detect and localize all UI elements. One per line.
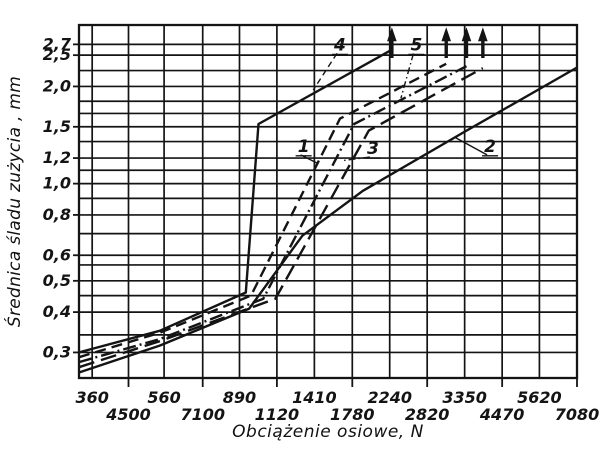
x-axis-title: Obciążenie osiowe, N — [232, 422, 424, 442]
y-tick-label: 1,2 — [43, 148, 71, 167]
y-tick-label: 0,3 — [43, 342, 71, 361]
x-tick-label-row1: 1410 — [292, 388, 337, 407]
curve-5 — [78, 67, 484, 369]
y-tick-label: 2,0 — [43, 76, 71, 95]
curve-1 — [78, 62, 447, 359]
y-tick-label: 0,5 — [43, 271, 71, 290]
seizure-arrow-head — [461, 27, 472, 42]
x-tick-label-row2: 1780 — [330, 405, 375, 424]
curve-label-2: 2 — [484, 137, 496, 157]
curve-3 — [78, 65, 468, 364]
seizure-arrow-head — [478, 27, 488, 42]
seizure-arrow-head — [387, 27, 397, 42]
y-tick-label: 1,0 — [43, 174, 71, 193]
plot-border — [77, 23, 579, 380]
x-tick-label-row1: 5620 — [517, 388, 562, 407]
curve-label-leader-4 — [312, 53, 338, 91]
x-tick-label-row2: 2820 — [405, 405, 450, 424]
x-tick-label-row1: 2240 — [367, 388, 412, 407]
y-axis-title: Średnica śladu zużycia , mm — [5, 75, 25, 328]
x-tick-label-row2: 4500 — [105, 405, 151, 424]
curve-label-1: 1 — [298, 137, 310, 157]
curve-2 — [78, 66, 578, 374]
curve-label-3: 3 — [367, 139, 379, 159]
curve-label-5: 5 — [411, 35, 423, 55]
x-tick-label-row2: 7080 — [555, 405, 600, 424]
y-tick-label: 0,4 — [43, 302, 71, 321]
x-tick-label-row1: 3350 — [442, 388, 487, 407]
x-tick-label-row2: 1120 — [255, 405, 300, 424]
x-tick-label-row1: 360 — [75, 388, 108, 407]
curve-4 — [78, 48, 393, 354]
curve-label-leader-2 — [454, 136, 488, 156]
y-tick-label: 0,6 — [43, 245, 71, 264]
y-tick-label: 0,8 — [43, 205, 71, 224]
y-tick-label: 2,5 — [43, 45, 71, 64]
y-tick-label: 2,7 — [43, 34, 72, 53]
x-tick-label-row1: 890 — [223, 388, 256, 407]
x-tick-label-row2: 4470 — [479, 405, 525, 424]
y-tick-label: 1,5 — [43, 117, 71, 136]
x-tick-label-row1: 560 — [147, 388, 180, 407]
x-tick-label-row2: 7100 — [180, 405, 225, 424]
curve-label-4: 4 — [333, 35, 346, 55]
seizure-arrow-head — [441, 27, 452, 42]
curve-label-leader-5 — [400, 53, 415, 99]
